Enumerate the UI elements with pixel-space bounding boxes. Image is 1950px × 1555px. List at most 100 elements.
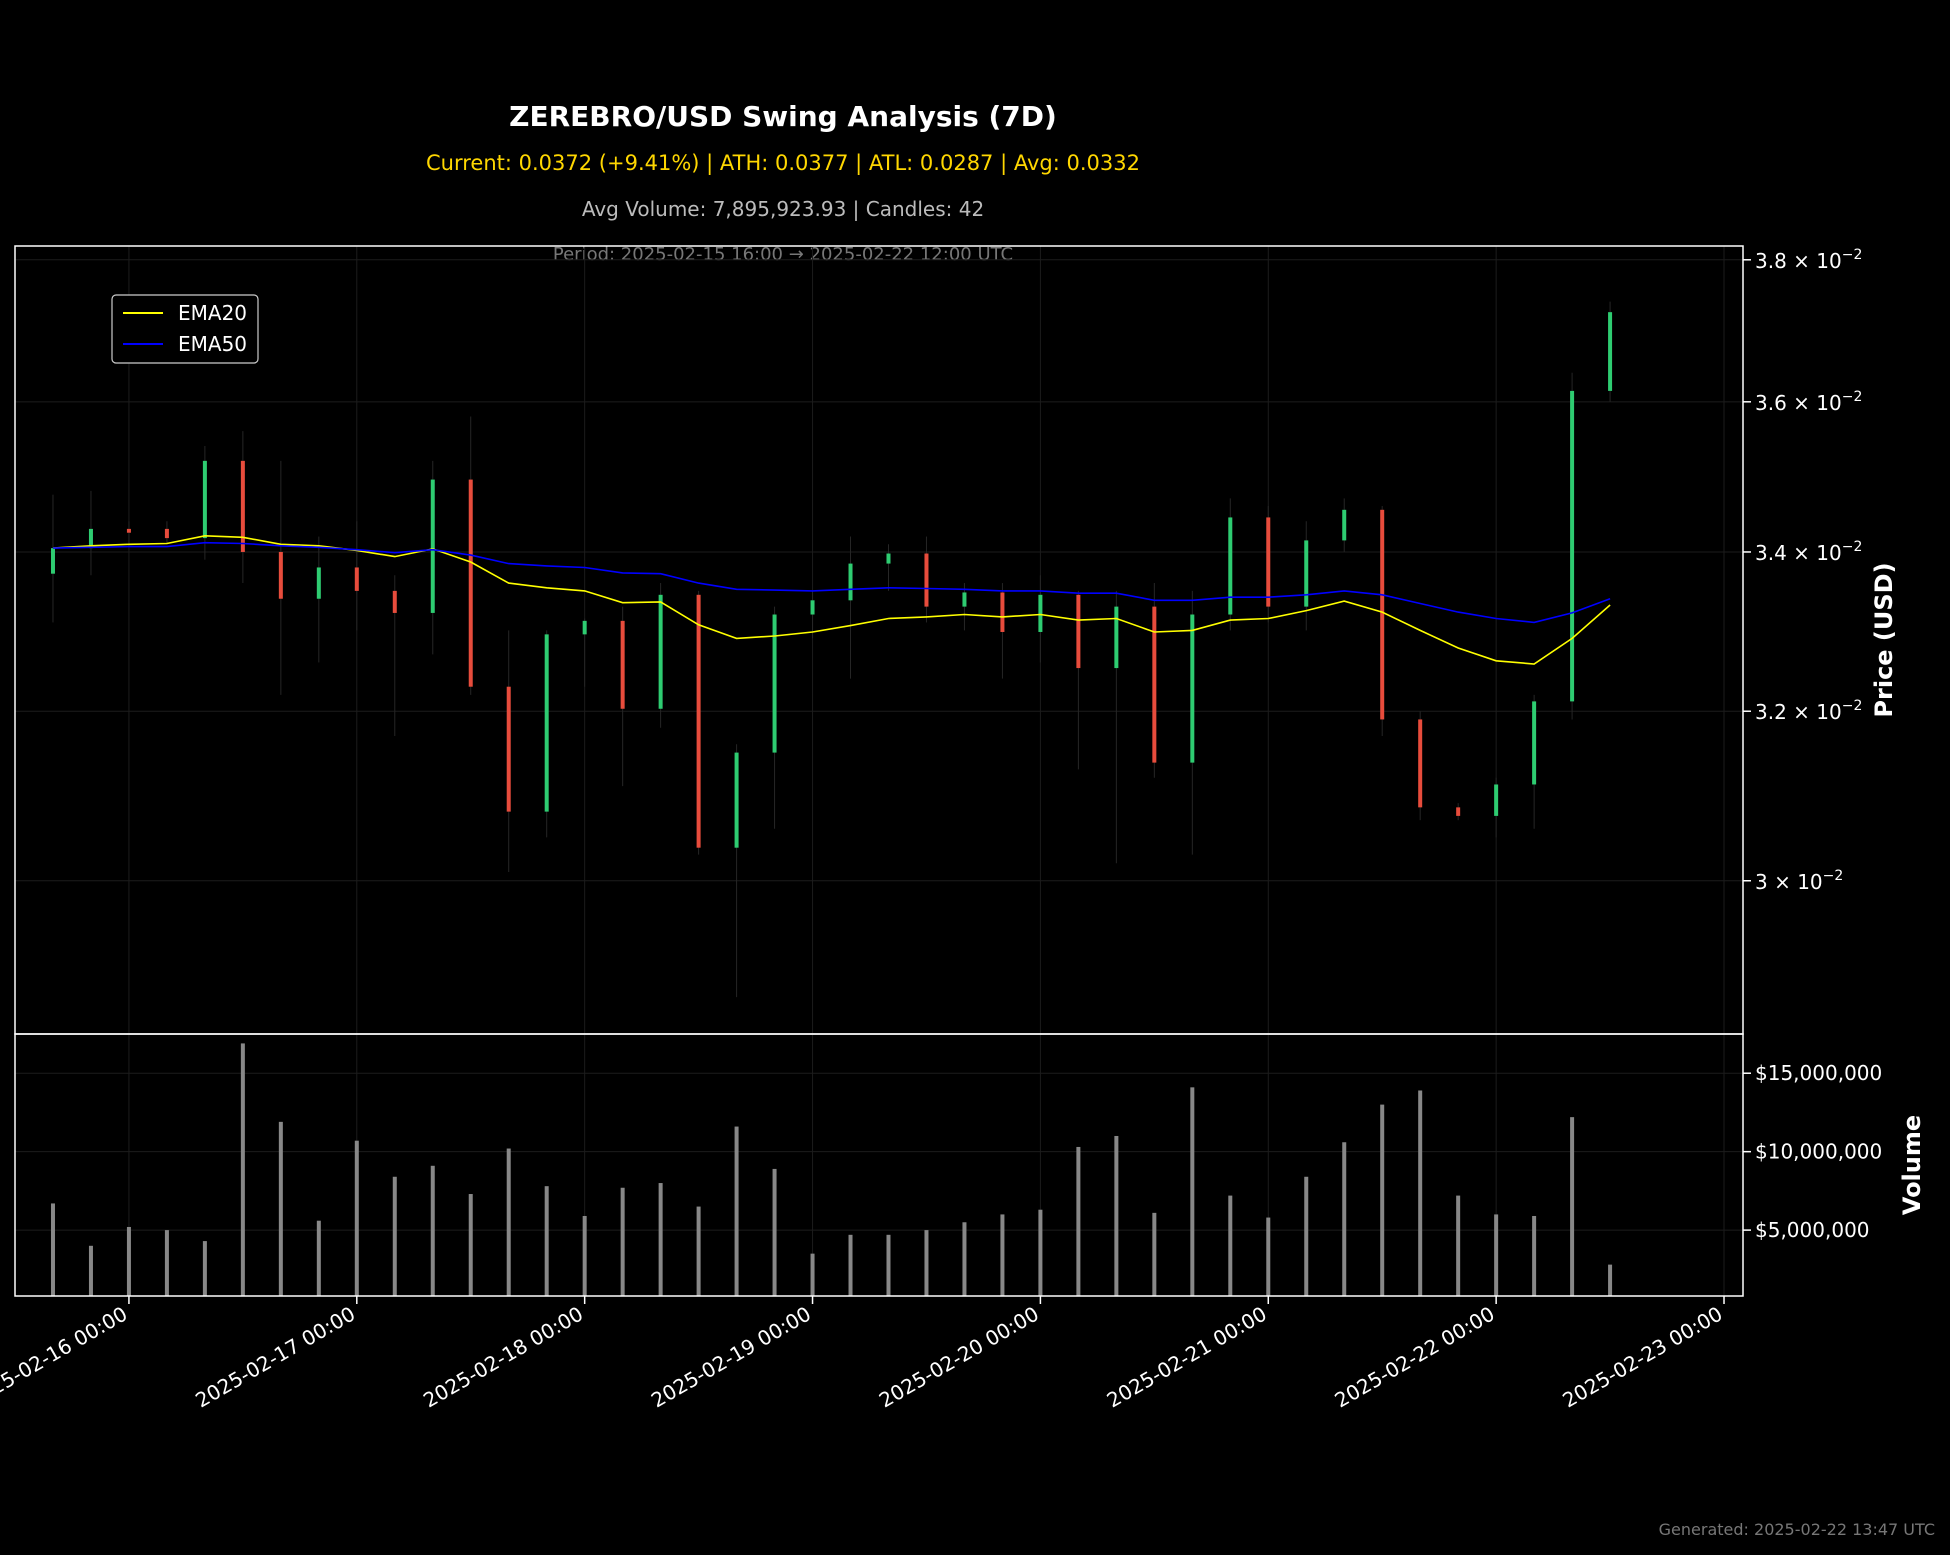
volume-bar (924, 1230, 929, 1296)
price-summary: Current: 0.0372 (+9.41%) | ATH: 0.0377 |… (426, 151, 1140, 175)
x-tick-label: 2025-02-18 00:00 (419, 1302, 587, 1413)
volume-bar (126, 1226, 131, 1296)
volume-bar (1152, 1212, 1157, 1296)
volume-bar (1532, 1215, 1537, 1296)
volume-bar (1570, 1117, 1575, 1296)
x-tick-label: 2025-02-22 00:00 (1331, 1302, 1499, 1413)
candle-body (1456, 807, 1461, 816)
grid-lines (15, 246, 1743, 1296)
candle-body (468, 479, 473, 687)
volume-tick-label: $15,000,000 (1755, 1061, 1882, 1085)
candle-body (582, 620, 587, 635)
candle-body (278, 551, 283, 599)
volume-panel-frame (14, 1033, 1744, 1297)
volume-series (50, 1043, 1613, 1296)
price-tick-label: 3.6 × 10−2 (1755, 389, 1862, 415)
price-tick-label: 3.8 × 10−2 (1755, 247, 1862, 273)
candle-body (848, 563, 853, 601)
candle-body (1418, 719, 1423, 808)
ema-series (52, 534, 1611, 665)
candle-body (240, 460, 245, 552)
volume-bar (468, 1194, 473, 1296)
candle-body (1152, 606, 1157, 763)
volume-bar (1190, 1087, 1195, 1296)
volume-bar (88, 1245, 93, 1296)
candle-body (1532, 701, 1537, 785)
volume-tick-label: $5,000,000 (1755, 1218, 1870, 1242)
volume-bar (1076, 1146, 1081, 1296)
candle-body (430, 479, 435, 613)
candle-body (734, 752, 739, 848)
x-tick-label: 2025-02-23 00:00 (1558, 1302, 1726, 1413)
volume-bar (1380, 1104, 1385, 1296)
volume-bar (164, 1230, 169, 1296)
volume-bar (582, 1215, 587, 1296)
volume-bar (1304, 1176, 1309, 1296)
candle-body (1038, 594, 1043, 632)
legend-label-ema20: EMA20 (178, 301, 247, 325)
volume-bar (848, 1234, 853, 1296)
price-panel-frame (14, 245, 1744, 1035)
legend: EMA20 EMA50 (111, 294, 259, 364)
x-tick-label: 2025-02-21 00:00 (1103, 1302, 1271, 1413)
candle-body (924, 553, 929, 607)
candlestick-series (50, 301, 1613, 998)
candle-body (126, 528, 131, 533)
candle-body (1304, 540, 1309, 607)
volume-bar (1038, 1209, 1043, 1296)
ema50-line (52, 541, 1611, 624)
candle-body (506, 686, 511, 812)
x-tick-label: 2025-02-16 00:00 (0, 1302, 131, 1413)
volume-bar (1418, 1090, 1423, 1296)
candle-body (620, 620, 625, 709)
candle-body (1380, 509, 1385, 720)
price-tick-label: 3.2 × 10−2 (1755, 698, 1862, 724)
volume-bar (1228, 1195, 1233, 1296)
volume-bar (316, 1220, 321, 1296)
volume-bar (1608, 1264, 1613, 1296)
ema20-line (52, 534, 1611, 665)
candle-body (1190, 614, 1195, 763)
chart-title: ZEREBRO/USD Swing Analysis (7D) (509, 100, 1057, 133)
x-tick-label: 2025-02-19 00:00 (647, 1302, 815, 1413)
volume-bar (202, 1241, 207, 1296)
candle-body (696, 594, 701, 848)
volume-bar (810, 1253, 815, 1296)
volume-bar (772, 1168, 777, 1296)
candle-body (202, 460, 207, 539)
volume-bar (734, 1126, 739, 1296)
candle-body (50, 548, 55, 574)
candle-body (392, 590, 397, 613)
candle-body (1076, 594, 1081, 669)
candle-body (1000, 592, 1005, 632)
candle-body (1494, 784, 1499, 816)
candle-body (88, 528, 93, 549)
x-tick-label: 2025-02-20 00:00 (875, 1302, 1043, 1413)
volume-bar (392, 1176, 397, 1296)
volume-bar (658, 1183, 663, 1296)
volume-bar (50, 1203, 55, 1296)
candle-body (1342, 509, 1347, 541)
candle-body (1570, 390, 1575, 702)
legend-label-ema50: EMA50 (178, 332, 247, 356)
volume-bar (1114, 1135, 1119, 1296)
candle-body (1608, 312, 1613, 391)
volume-bar (1266, 1217, 1271, 1296)
candle-body (316, 567, 321, 599)
volume-bar (544, 1186, 549, 1296)
volume-bar (506, 1148, 511, 1296)
x-tick-label: 2025-02-17 00:00 (191, 1302, 359, 1413)
candle-body (1228, 517, 1233, 615)
candle-body (772, 614, 777, 753)
volume-bar (962, 1222, 967, 1296)
volume-bar (886, 1234, 891, 1296)
candle-body (886, 553, 891, 564)
candle-body (962, 592, 967, 607)
volume-axis-label: Volume (1898, 1115, 1926, 1215)
volume-bar (1342, 1142, 1347, 1296)
volume-bar (354, 1140, 359, 1296)
candle-body (1114, 606, 1119, 669)
generated-timestamp: Generated: 2025-02-22 13:47 UTC (1658, 1520, 1935, 1539)
candle-body (164, 528, 169, 539)
